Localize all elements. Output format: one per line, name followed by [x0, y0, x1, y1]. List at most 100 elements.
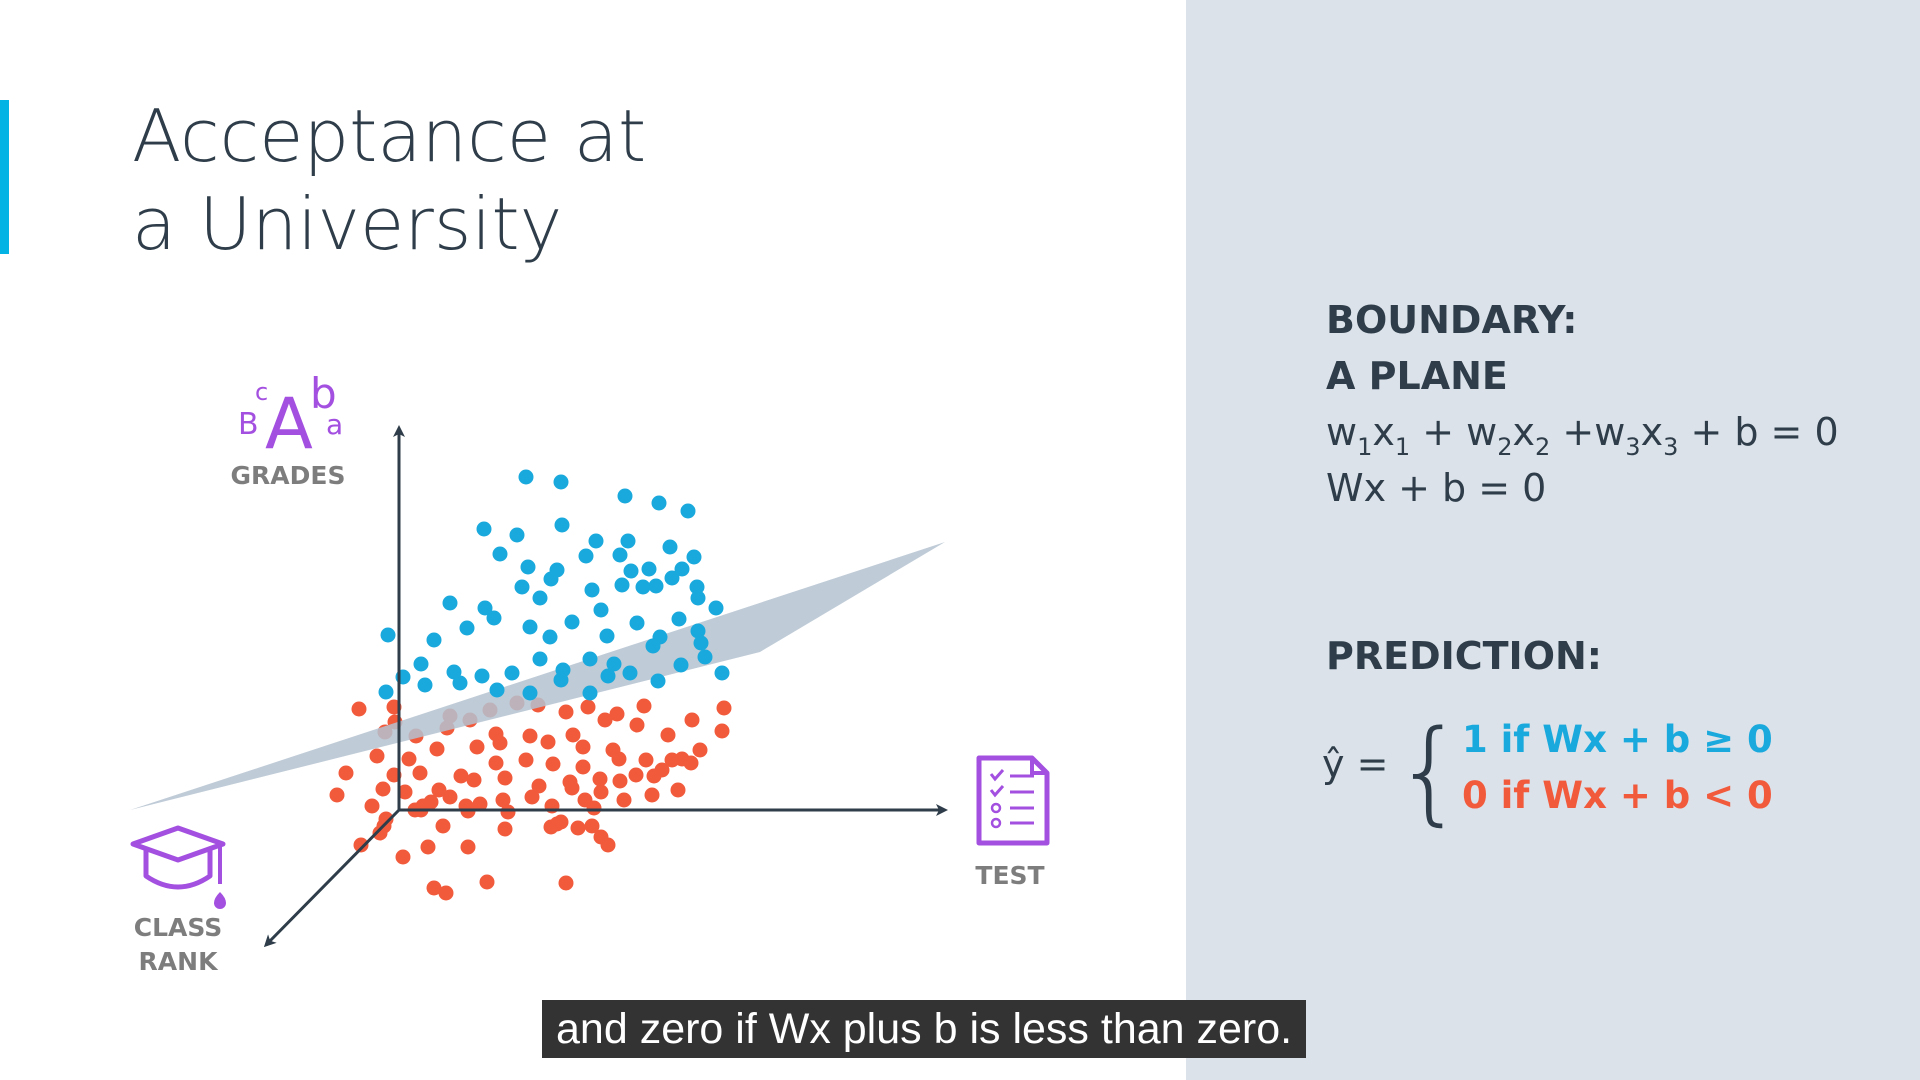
- rejected-point: [593, 784, 609, 800]
- accepted-point: [690, 590, 706, 606]
- rejected-point: [420, 839, 436, 855]
- accepted-point: [452, 675, 468, 691]
- prediction-heading: PREDICTION:: [1326, 634, 1603, 678]
- accepted-point: [650, 673, 666, 689]
- accepted-point: [442, 595, 458, 611]
- accepted-point: [543, 571, 559, 587]
- accepted-point: [459, 620, 475, 636]
- rejected-point: [442, 789, 458, 805]
- rejected-point: [558, 875, 574, 891]
- boundary-equation-expanded: w1x1 + w2x2 +w3x3 + b = 0: [1326, 410, 1839, 461]
- rejected-point: [558, 704, 574, 720]
- rejected-point: [435, 818, 451, 834]
- prediction-case-negative: 0 if Wx + b < 0: [1462, 774, 1773, 817]
- rejected-point: [565, 727, 581, 743]
- class-rank-label-line-2: RANK: [139, 947, 220, 976]
- accepted-point: [686, 549, 702, 565]
- prediction-case-positive: 1 if Wx + b ≥ 0: [1462, 718, 1773, 761]
- rejected-point: [683, 755, 699, 771]
- slide-title: Acceptance at a University: [132, 92, 646, 268]
- eq-subscript: 3: [1625, 433, 1641, 461]
- eq-subscript: 1: [1394, 433, 1411, 461]
- class-rank-axis: [263, 808, 401, 948]
- rejected-point: [401, 751, 417, 767]
- accepted-point: [674, 561, 690, 577]
- accepted-point: [680, 503, 696, 519]
- rejected-point: [497, 770, 513, 786]
- accepted-point: [553, 474, 569, 490]
- accepted-point: [690, 623, 706, 639]
- rejected-point: [684, 712, 700, 728]
- rejected-point: [714, 723, 730, 739]
- eq-term-w: +w: [1550, 410, 1626, 454]
- rejected-point: [397, 784, 413, 800]
- accepted-point: [622, 665, 638, 681]
- rejected-point: [453, 768, 469, 784]
- rejected-point: [479, 874, 495, 890]
- rejected-point: [426, 880, 442, 896]
- rejected-point: [616, 792, 632, 808]
- rejected-point: [609, 706, 625, 722]
- accepted-point: [486, 610, 502, 626]
- accepted-point: [645, 638, 661, 654]
- accepted-point: [629, 615, 645, 631]
- rejected-point: [612, 773, 628, 789]
- accepted-point: [582, 651, 598, 667]
- accepted-point: [584, 582, 600, 598]
- rejected-point: [575, 759, 591, 775]
- accepted-point: [578, 548, 594, 564]
- eq-term-x: x: [1512, 410, 1536, 454]
- grades-axis-label: GRADES: [231, 461, 346, 490]
- title-accent-bar: [0, 100, 9, 254]
- accepted-point: [518, 469, 534, 485]
- accepted-point: [673, 657, 689, 673]
- accepted-point: [542, 629, 558, 645]
- accepted-point: [554, 517, 570, 533]
- accepted-point: [532, 590, 548, 606]
- grades-letters-icon: c B A b a: [238, 369, 343, 465]
- rejected-point: [540, 734, 556, 750]
- rejected-point: [524, 789, 540, 805]
- eq-term-x: x: [1372, 410, 1395, 454]
- rejected-point: [670, 782, 686, 798]
- rejected-point: [364, 798, 380, 814]
- eq-subscript: 2: [1497, 433, 1513, 461]
- rejected-point: [564, 780, 580, 796]
- accepted-point: [635, 579, 651, 595]
- grades-letter-a: a: [326, 408, 343, 441]
- accepted-point: [671, 611, 687, 627]
- rejected-point: [488, 755, 504, 771]
- rejected-point: [545, 756, 561, 772]
- rejected-point: [351, 701, 367, 717]
- rejected-point: [549, 816, 565, 832]
- accepted-point: [714, 665, 730, 681]
- rejected-point: [654, 762, 670, 778]
- accepted-point: [648, 578, 664, 594]
- rejected-point: [412, 765, 428, 781]
- rejected-point: [531, 778, 547, 794]
- accepted-point: [623, 563, 639, 579]
- rejected-point: [584, 818, 600, 834]
- rejected-point: [716, 700, 732, 716]
- test-document-icon: [976, 755, 1050, 846]
- accepted-point: [522, 685, 538, 701]
- rejected-point: [644, 787, 660, 803]
- rejected-point: [395, 849, 411, 865]
- eq-subscript: 2: [1535, 433, 1551, 461]
- graduation-cap-icon: [130, 825, 226, 909]
- accepted-point: [477, 600, 493, 616]
- eq-subscript: 1: [1357, 433, 1373, 461]
- grades-letter-b: b: [310, 369, 337, 418]
- 3d-scatter-diagram: c B A b a GRADES TEST CLASS RANK: [130, 369, 1050, 976]
- accepted-point: [417, 677, 433, 693]
- grades-letter-A: A: [265, 383, 313, 465]
- accepted-point: [514, 579, 530, 595]
- rejected-point: [369, 748, 385, 764]
- accepted-point: [553, 672, 569, 688]
- prediction-lhs: ŷ =: [1322, 742, 1389, 786]
- rejected-point: [495, 792, 511, 808]
- rejected-point: [375, 781, 391, 797]
- rejected-point: [518, 752, 534, 768]
- rejected-point: [497, 821, 513, 837]
- boundary-subheading: A PLANE: [1326, 354, 1508, 398]
